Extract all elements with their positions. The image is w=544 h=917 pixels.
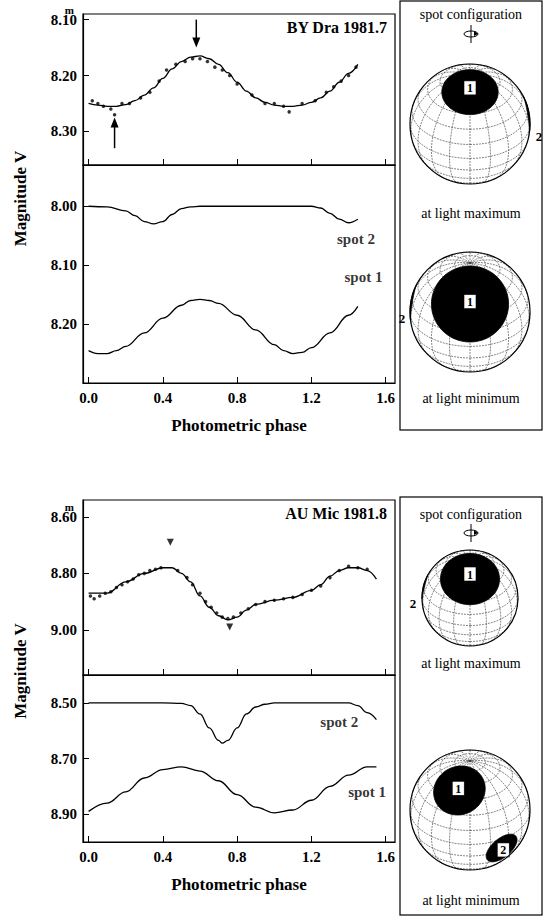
svg-text:8.10: 8.10 bbox=[51, 257, 77, 273]
svg-text:8.20: 8.20 bbox=[51, 68, 77, 84]
svg-text:1.2: 1.2 bbox=[302, 390, 321, 406]
svg-text:9.00: 9.00 bbox=[51, 622, 77, 638]
svg-text:spot 1: spot 1 bbox=[348, 784, 386, 800]
svg-text:Magnitude V: Magnitude V bbox=[11, 150, 30, 246]
svg-text:AU Mic 1981.8: AU Mic 1981.8 bbox=[285, 505, 387, 522]
svg-text:at light maximum: at light maximum bbox=[421, 206, 521, 221]
svg-text:1.6: 1.6 bbox=[376, 849, 395, 865]
svg-text:1.6: 1.6 bbox=[376, 390, 395, 406]
svg-text:8.50: 8.50 bbox=[51, 695, 77, 711]
svg-text:at light minimum: at light minimum bbox=[422, 893, 519, 908]
svg-text:spot 2: spot 2 bbox=[337, 231, 375, 247]
svg-text:2: 2 bbox=[500, 843, 506, 857]
svg-text:8.30: 8.30 bbox=[51, 123, 77, 139]
svg-text:Magnitude V: Magnitude V bbox=[11, 622, 30, 718]
svg-text:1: 1 bbox=[467, 81, 473, 95]
svg-text:0.0: 0.0 bbox=[79, 849, 98, 865]
svg-text:Photometric phase: Photometric phase bbox=[171, 875, 307, 894]
svg-text:spot configuration: spot configuration bbox=[420, 7, 522, 22]
svg-text:BY Dra 1981.7: BY Dra 1981.7 bbox=[287, 19, 387, 36]
svg-text:8.10: 8.10 bbox=[50, 11, 77, 28]
svg-text:2: 2 bbox=[399, 311, 406, 326]
svg-text:0.4: 0.4 bbox=[153, 390, 172, 406]
svg-text:at light minimum: at light minimum bbox=[422, 391, 519, 406]
svg-text:1: 1 bbox=[467, 295, 473, 309]
svg-text:1.2: 1.2 bbox=[302, 849, 321, 865]
svg-text:0.8: 0.8 bbox=[228, 849, 247, 865]
svg-text:8.60: 8.60 bbox=[50, 508, 77, 525]
svg-text:2: 2 bbox=[410, 596, 417, 611]
svg-text:1: 1 bbox=[467, 568, 473, 582]
svg-text:8.00: 8.00 bbox=[51, 198, 77, 214]
svg-text:1: 1 bbox=[455, 782, 461, 796]
svg-text:8.80: 8.80 bbox=[51, 565, 77, 581]
svg-text:2: 2 bbox=[536, 129, 543, 144]
svg-text:Photometric phase: Photometric phase bbox=[171, 416, 307, 435]
svg-text:0.0: 0.0 bbox=[79, 390, 98, 406]
svg-text:spot 2: spot 2 bbox=[320, 714, 358, 730]
svg-text:8.20: 8.20 bbox=[51, 316, 77, 332]
svg-text:m: m bbox=[65, 4, 74, 16]
svg-text:8.70: 8.70 bbox=[51, 751, 77, 767]
svg-text:8.90: 8.90 bbox=[51, 806, 77, 822]
svg-text:m: m bbox=[65, 501, 74, 513]
svg-text:at light maximum: at light maximum bbox=[421, 656, 521, 671]
svg-text:0.4: 0.4 bbox=[153, 849, 172, 865]
svg-text:spot configuration: spot configuration bbox=[420, 507, 522, 522]
svg-text:0.8: 0.8 bbox=[228, 390, 247, 406]
svg-text:spot 1: spot 1 bbox=[344, 269, 382, 285]
